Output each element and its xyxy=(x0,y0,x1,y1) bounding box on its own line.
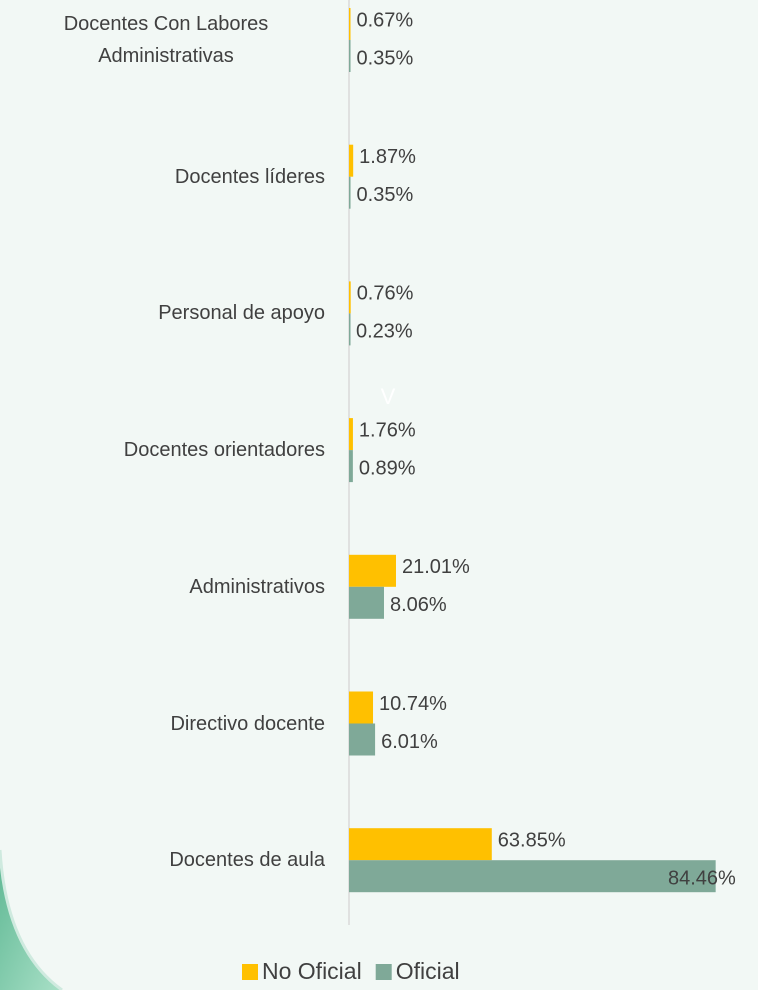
bar xyxy=(349,586,384,619)
value-label: 0.89% xyxy=(359,457,416,479)
value-label: 21.01% xyxy=(402,556,470,578)
bar xyxy=(349,860,716,893)
category-label: Docentes Con Labores Administrativas xyxy=(63,13,269,67)
legend-swatch xyxy=(242,964,258,980)
legend-label: Oficial xyxy=(396,958,460,984)
value-label: 0.35% xyxy=(357,47,414,69)
category-label: Docentes de aula xyxy=(169,849,325,872)
bar xyxy=(349,691,374,724)
bar xyxy=(349,40,351,72)
legend-swatch xyxy=(375,964,392,980)
bar xyxy=(349,828,492,861)
value-label: 0.76% xyxy=(357,283,414,305)
category-label: Personal de apoyo xyxy=(158,302,325,325)
value-label: 1.87% xyxy=(359,146,416,168)
decoration-edge xyxy=(0,849,63,990)
value-label: 0.35% xyxy=(357,184,414,206)
category-label: Docentes orientadores xyxy=(123,439,325,462)
category-label: Administrativos xyxy=(189,575,325,598)
value-label: 84.46% xyxy=(668,867,736,889)
value-label: 10.74% xyxy=(379,693,447,715)
bar xyxy=(349,450,353,483)
value-label: 63.85% xyxy=(498,829,566,851)
bar xyxy=(349,723,376,756)
value-label: 0.67% xyxy=(356,9,413,31)
value-label: 1.76% xyxy=(359,419,416,441)
value-label: 6.01% xyxy=(381,731,438,753)
value-label: 8.06% xyxy=(390,594,447,616)
bar xyxy=(349,144,354,177)
legend-label: No Oficial xyxy=(262,958,362,984)
category-label: Docentes líderes xyxy=(174,165,325,188)
bar xyxy=(349,418,353,451)
bar xyxy=(349,176,351,209)
bar xyxy=(349,554,396,587)
decoration xyxy=(0,850,62,990)
value-label: 0.23% xyxy=(356,321,413,343)
bar xyxy=(349,8,351,40)
bar xyxy=(349,313,351,346)
category-label: Directivo docente xyxy=(170,712,325,735)
bar xyxy=(349,281,351,314)
annotation: V xyxy=(381,384,396,409)
